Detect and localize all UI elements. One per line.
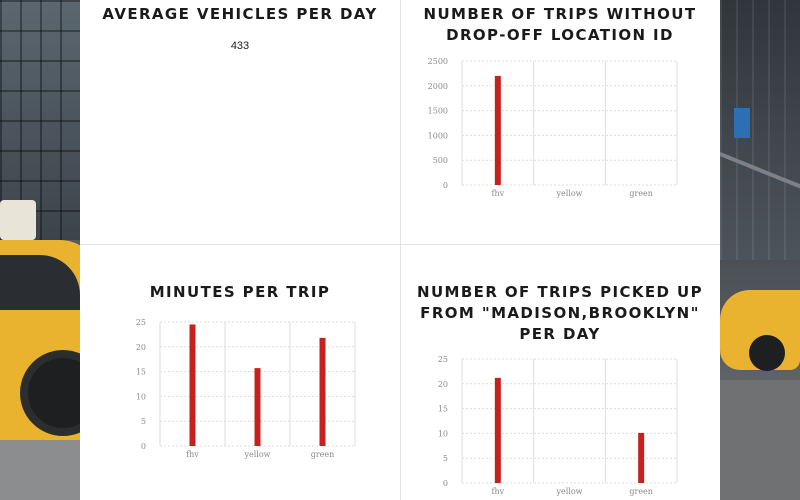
street: [720, 380, 800, 500]
bar-green: [638, 432, 645, 483]
bar-fhv: [494, 377, 501, 483]
card-title-line: PER DAY: [519, 325, 601, 343]
x-tick-label: yellow: [555, 487, 582, 496]
average-vehicles-value: 433: [230, 40, 250, 52]
taxi-wheel: [749, 335, 785, 371]
card-title: NUMBER OF TRIPS WITHOUT DROP-OFF LOCATIO…: [400, 4, 720, 46]
divider-horizontal: [80, 244, 720, 245]
x-tick-label: fhv: [492, 189, 505, 198]
y-tick-label: 20: [136, 343, 146, 352]
y-tick-label: 2000: [428, 82, 448, 91]
y-tick-label: 25: [136, 318, 146, 327]
y-tick-label: 0: [443, 479, 448, 488]
x-tick-label: green: [311, 450, 335, 459]
background-photo-left: [0, 0, 80, 500]
bar-fhv: [189, 324, 196, 446]
divider-vertical: [400, 0, 401, 500]
card-title-line: FROM "MADISON,BROOKLYN": [420, 304, 700, 322]
chart-trips-without-dropoff: 0 500 1000 1500 2000 2500 fhv yellow green: [428, 57, 678, 198]
y-tick-label: 500: [433, 156, 448, 165]
y-tick-label: 2500: [428, 57, 448, 66]
x-tick-label: fhv: [492, 487, 505, 496]
chart-trips-madison-brooklyn: 0 5 10 15 20 25 fhv yellow green: [438, 355, 678, 496]
bar-fhv: [494, 75, 501, 185]
y-tick-label: 15: [136, 368, 146, 377]
y-tick-label: 1000: [428, 131, 448, 140]
card-title-line: DROP-OFF LOCATION ID: [446, 26, 674, 44]
y-tick-label: 10: [136, 392, 146, 401]
bar-yellow: [254, 368, 261, 446]
card-title: NUMBER OF TRIPS PICKED UP FROM "MADISON,…: [400, 282, 720, 345]
card-title-line: NUMBER OF TRIPS PICKED UP: [416, 283, 703, 301]
taxi-roof-sign: [0, 200, 36, 240]
building-facade: [720, 0, 800, 260]
card-title: MINUTES PER TRIP: [149, 283, 331, 301]
y-tick-label: 0: [141, 442, 146, 451]
card-title-line: NUMBER OF TRIPS WITHOUT: [423, 5, 697, 23]
x-tick-label: green: [629, 189, 653, 198]
card-title: AVERAGE VEHICLES PER DAY: [102, 5, 378, 23]
background-photo-right: [720, 0, 800, 500]
chart-minutes-per-trip: 0 5 10 15 20 25 fhv yellow green: [136, 318, 356, 459]
x-tick-label: yellow: [243, 450, 270, 459]
street: [0, 440, 80, 500]
y-tick-label: 0: [443, 181, 448, 190]
bar-green: [319, 337, 326, 446]
y-tick-label: 1500: [428, 107, 448, 116]
y-tick-label: 5: [141, 417, 146, 426]
street-sign: [734, 108, 750, 138]
dashboard-panel: AVERAGE VEHICLES PER DAY 433 NUMBER OF T…: [80, 0, 720, 500]
x-tick-label: green: [629, 487, 653, 496]
y-tick-label: 5: [443, 454, 448, 463]
taxi-wheel: [20, 350, 80, 436]
x-tick-label: fhv: [186, 450, 199, 459]
y-tick-label: 25: [438, 355, 448, 364]
y-tick-label: 10: [438, 429, 448, 438]
y-tick-label: 15: [438, 405, 448, 414]
y-tick-label: 20: [438, 380, 448, 389]
x-tick-label: yellow: [555, 189, 582, 198]
